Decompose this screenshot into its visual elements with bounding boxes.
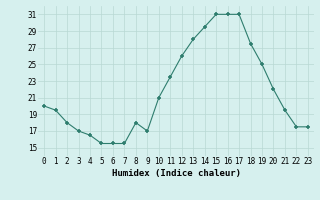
X-axis label: Humidex (Indice chaleur): Humidex (Indice chaleur) — [111, 169, 241, 178]
